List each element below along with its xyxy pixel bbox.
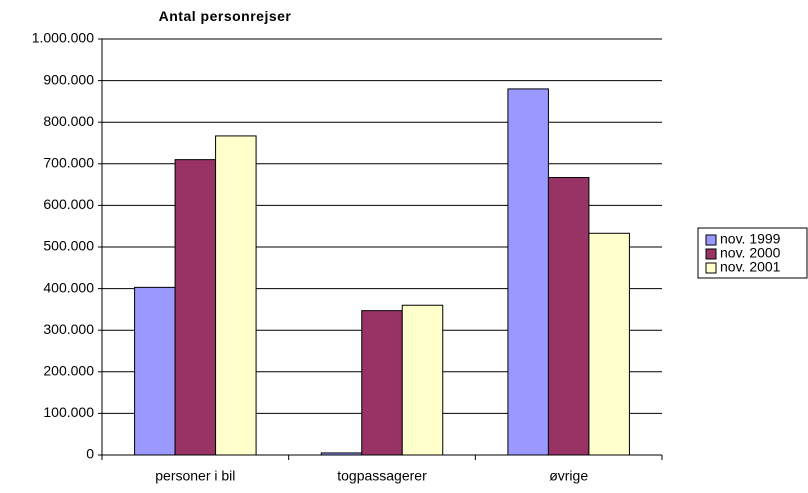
y-tick-label: 900.000 <box>43 71 94 87</box>
y-tick-label: 500.000 <box>43 238 94 254</box>
bar <box>174 159 217 456</box>
bar <box>401 304 444 456</box>
x-tick-label: personer i bil <box>155 468 235 484</box>
x-tick-label: togpassagerer <box>337 468 427 484</box>
y-tick-label: 100.000 <box>43 404 94 420</box>
chart-title: Antal personrejser <box>158 8 292 24</box>
y-tick-label: 600.000 <box>43 196 94 212</box>
y-tick-label: 800.000 <box>43 113 94 129</box>
bar <box>588 232 630 456</box>
x-tick-label: øvrige <box>549 468 588 484</box>
legend-label: nov. 2001 <box>720 259 781 275</box>
bar <box>320 452 363 456</box>
legend-swatch <box>705 262 717 274</box>
bar <box>361 310 403 456</box>
bar <box>215 135 257 456</box>
y-tick-label: 1.000.000 <box>32 30 94 46</box>
legend-swatch <box>705 234 717 246</box>
legend-label: nov. 1999 <box>720 231 781 247</box>
y-tick-label: 300.000 <box>43 321 94 337</box>
legend-swatch <box>705 248 717 260</box>
y-tick-label: 200.000 <box>43 363 94 379</box>
y-tick-label: 0 <box>86 446 94 462</box>
bar <box>134 286 176 456</box>
y-tick-label: 400.000 <box>43 279 94 295</box>
y-tick-label: 700.000 <box>43 155 94 171</box>
bar <box>507 88 549 456</box>
bar <box>547 177 590 456</box>
legend-label: nov. 2000 <box>720 245 781 261</box>
